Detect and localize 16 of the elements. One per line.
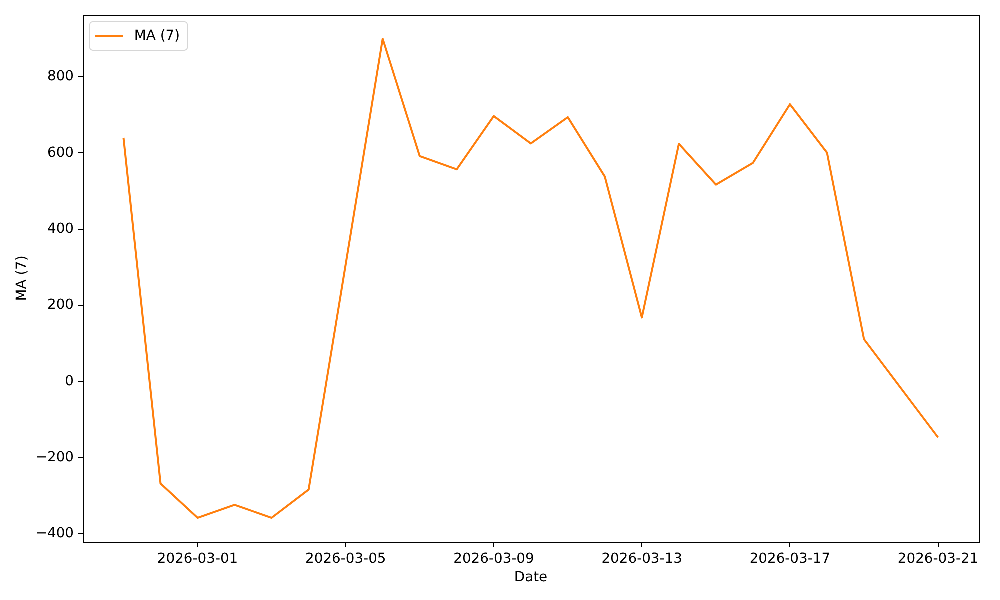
y-axis-title: MA (7) bbox=[14, 256, 30, 302]
y-tick-label: −400 bbox=[36, 526, 74, 542]
x-tick-label: 2026-03-01 bbox=[157, 550, 238, 567]
legend-label: MA (7) bbox=[134, 28, 180, 44]
x-tick-label: 2026-03-17 bbox=[750, 550, 831, 567]
y-tick-label: 0 bbox=[65, 373, 74, 390]
x-tick-label: 2026-03-05 bbox=[306, 550, 386, 567]
y-tick-label: 800 bbox=[47, 68, 74, 85]
x-axis-title: Date bbox=[514, 569, 548, 586]
y-tick-label: 400 bbox=[47, 220, 74, 237]
x-tick-label: 2026-03-09 bbox=[454, 550, 534, 567]
x-tick-label: 2026-03-13 bbox=[602, 550, 682, 567]
x-tick-label: 2026-03-21 bbox=[898, 550, 979, 567]
y-tick-label: −200 bbox=[36, 449, 74, 466]
y-tick-label: 600 bbox=[47, 144, 74, 161]
y-tick-label: 200 bbox=[47, 297, 74, 314]
